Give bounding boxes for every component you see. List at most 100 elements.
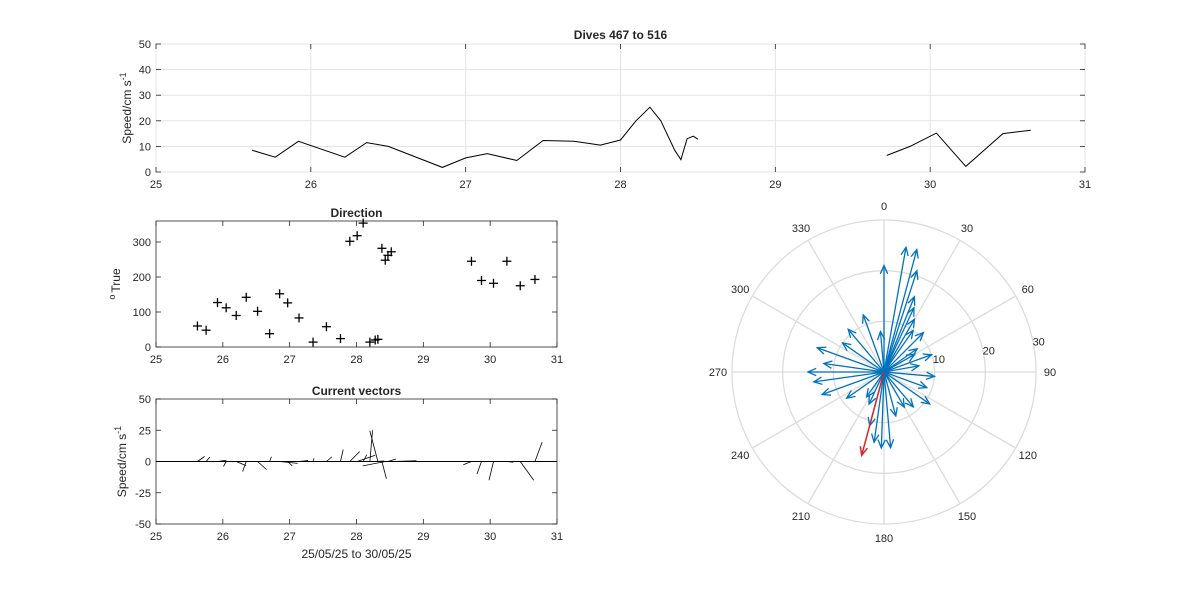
speed-x-tick-label: 26: [305, 179, 317, 191]
polar-angle-label: 0: [881, 201, 887, 213]
polar-current-vector: [883, 371, 898, 418]
current-vector-stick: [534, 441, 543, 462]
direction-point: [241, 292, 251, 302]
polar-current-vector: [883, 371, 915, 409]
polar-current-vector-head: [885, 438, 895, 450]
speed-x-tick-label: 25: [150, 179, 162, 191]
direction-point: [476, 276, 486, 285]
polar-current-vector-shaft: [873, 371, 885, 443]
current-vector-stick: [387, 458, 397, 462]
polar-angle-label: 30: [961, 223, 973, 235]
polar-spoke: [752, 371, 885, 449]
speed-y-tick-label: 50: [139, 39, 151, 51]
current-vector-stick: [369, 430, 379, 462]
polar-angle-label: 330: [792, 223, 810, 235]
speed-y-tick-label: 0: [145, 167, 151, 179]
vectors-y-tick-label: -25: [135, 488, 151, 500]
current-vector-stick: [488, 461, 494, 481]
speed-series-line: [251, 106, 699, 168]
polar-angle-label: 150: [958, 511, 976, 523]
polar-current-vector-head: [879, 264, 889, 275]
direction-point: [373, 334, 383, 344]
direction-x-tick-label: 30: [484, 354, 496, 366]
polar-current-vector-head: [845, 390, 856, 400]
polar-current-vector-head: [812, 376, 823, 386]
current-vector-stick: [391, 460, 417, 462]
polar-current-vector: [815, 346, 885, 373]
direction-point: [253, 306, 263, 316]
speed-y-tick-label: 10: [139, 141, 151, 153]
polar-current-vector: [883, 353, 934, 373]
current-vector-stick: [257, 461, 267, 470]
polar-range-label: 30: [1033, 337, 1045, 349]
polar-current-vector-head: [806, 367, 817, 377]
current-vector-stick: [375, 460, 385, 462]
polar-current-vector-head: [841, 341, 852, 352]
polar-current-vector-shaft: [883, 249, 918, 373]
direction-x-tick-label: 28: [350, 354, 362, 366]
polar-current-vector: [883, 269, 919, 373]
polar-current-vector: [879, 264, 889, 372]
polar-current-vector-head: [865, 387, 875, 399]
current-vector-stick: [205, 456, 211, 462]
polar-current-vector-shaft: [883, 296, 915, 373]
polar-current-vector-shaft: [883, 332, 924, 373]
polar-current-vector-shaft: [883, 330, 914, 373]
current-vectors-y-axis-label: Speed/cm s-1: [113, 426, 129, 497]
polar-current-vector-head: [868, 395, 877, 406]
polar-current-vector-shaft: [883, 371, 928, 389]
polar-current-vector: [883, 295, 916, 373]
current-vector-stick: [242, 461, 247, 472]
speed-x-tick-label: 29: [769, 179, 781, 191]
polar-range-label: 20: [983, 345, 995, 357]
speed-x-tick-label: 28: [614, 179, 626, 191]
polar-current-vector-shaft: [883, 371, 897, 417]
polar-current-vector-shaft: [883, 371, 914, 408]
direction-x-tick-label: 31: [551, 354, 563, 366]
vectors-x-tick-label: 27: [284, 531, 296, 543]
polar-current-vector-head: [922, 353, 934, 362]
direction-x-tick-label: 27: [284, 354, 296, 366]
direction-y-tick-label: 100: [133, 307, 151, 319]
polar-current-vector-shaft: [813, 371, 885, 383]
direction-point: [489, 278, 499, 288]
polar-current-vector-head: [925, 371, 937, 381]
speed-x-tick-label: 31: [1079, 179, 1091, 191]
current-vector-stick: [312, 458, 315, 462]
polar-current-vector-head: [847, 328, 857, 339]
polar-angle-label: 240: [731, 450, 749, 462]
polar-mean-vector-head: [859, 446, 868, 457]
vectors-x-tick-label: 31: [551, 531, 563, 543]
speed-series-line: [886, 129, 1031, 168]
vectors-y-tick-label: 25: [139, 425, 151, 437]
polar-current-vector-shaft: [879, 331, 885, 373]
current-vector-stick: [381, 461, 387, 479]
polar-angle-label: 90: [1044, 367, 1056, 379]
polar-current-vector-shaft: [883, 353, 916, 373]
polar-range-label: 10: [933, 354, 945, 366]
polar-current-vector-shaft: [868, 371, 885, 405]
polar-current-vector: [845, 371, 885, 400]
current-vector-stick: [476, 461, 482, 475]
polar-current-vector-head: [896, 398, 906, 409]
polar-angle-label: 210: [792, 511, 810, 523]
current-vector-stick: [236, 461, 247, 466]
speed-y-tick-label: 30: [139, 90, 151, 102]
current-vector-stick: [217, 459, 227, 462]
direction-point: [192, 321, 202, 331]
direction-chart: 25 26 27 28 29 30 31 0 100 200 300 Direction oTrue: [107, 206, 563, 366]
polar-angle-label: 180: [875, 533, 893, 545]
current-vector-stick: [349, 451, 361, 462]
polar-current-vector: [820, 371, 885, 396]
direction-point: [265, 329, 275, 339]
speed-y-tick-label: 40: [139, 65, 151, 77]
polar-current-vector-head: [910, 269, 919, 280]
polar-current-vector-shaft: [883, 371, 905, 408]
direction-point: [358, 218, 368, 228]
direction-point: [365, 337, 375, 347]
direction-point: [231, 311, 241, 320]
polar-current-vector-shaft: [883, 307, 915, 373]
polar-current-vector-head: [904, 398, 915, 409]
direction-point: [345, 236, 355, 246]
polar-current-vector-shaft: [862, 314, 885, 373]
